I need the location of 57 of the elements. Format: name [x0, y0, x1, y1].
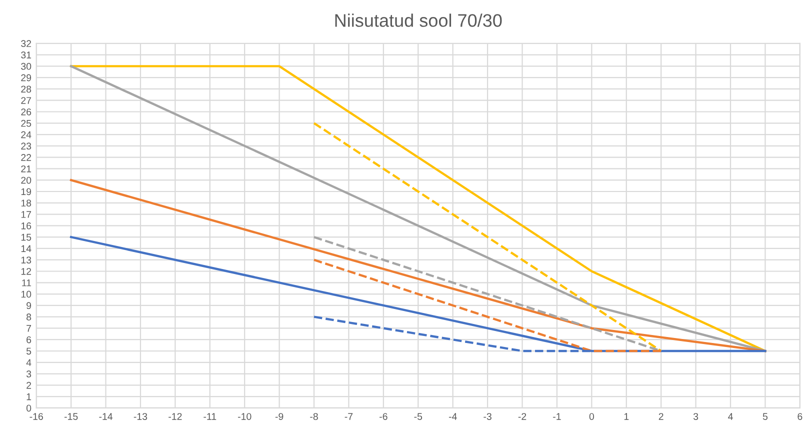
y-tick-label: 11	[22, 279, 32, 286]
y-tick-label: 21	[21, 165, 32, 172]
chart-title: Niisutatud sool 70/30	[335, 14, 502, 27]
x-tick-label: -1	[553, 413, 561, 420]
x-tick-label: -9	[275, 413, 284, 420]
x-tick-label: -2	[518, 413, 526, 420]
x-tick-label: -16	[30, 413, 43, 420]
y-tick-label: 25	[21, 120, 32, 127]
x-tick-label: 0	[589, 413, 594, 420]
y-tick-label: 31	[21, 52, 32, 58]
x-tick-label: -3	[484, 413, 492, 420]
x-tick-label: -8	[310, 413, 318, 420]
y-tick-label: 9	[26, 302, 32, 310]
y-tick-label: 17	[21, 211, 32, 218]
x-tick-label: -5	[414, 413, 422, 420]
x-tick-label: -11	[204, 413, 216, 420]
y-tick-label: 26	[21, 108, 32, 116]
x-tick-label: -12	[168, 413, 182, 420]
x-tick-label: 1	[624, 413, 629, 420]
y-tick-label: 27	[21, 97, 32, 104]
y-tick-label: 6	[26, 336, 32, 344]
x-tick-label: -13	[134, 413, 148, 420]
x-tick-label: 3	[693, 413, 698, 420]
x-tick-label: -14	[99, 413, 113, 420]
y-tick-label: 32	[21, 40, 32, 48]
y-tick-label: 28	[21, 86, 32, 93]
x-tick-label: -15	[64, 413, 78, 420]
y-tick-label: 19	[21, 188, 32, 196]
y-tick-label: 3	[26, 370, 32, 378]
y-tick-label: 0	[26, 404, 32, 412]
y-tick-label: 10	[21, 290, 32, 298]
y-tick-label: 24	[21, 131, 32, 138]
x-tick-label: -6	[380, 413, 388, 420]
y-tick-label: 18	[21, 200, 32, 207]
y-tick-label: 5	[26, 348, 32, 355]
y-tick-label: 14	[21, 245, 32, 252]
y-tick-label: 29	[21, 74, 32, 82]
y-tick-label: 20	[21, 176, 32, 184]
y-tick-label: 8	[26, 314, 32, 320]
y-tick-label: 15	[21, 234, 32, 241]
y-tick-label: 23	[21, 142, 32, 150]
x-tick-label: 2	[658, 413, 664, 420]
y-tick-label: 16	[21, 222, 32, 230]
y-tick-label: 30	[21, 62, 32, 70]
x-tick-label: 6	[798, 413, 802, 420]
x-tick-label: -4	[448, 413, 457, 420]
y-tick-label: 1	[26, 393, 32, 400]
y-tick-label: 7	[26, 325, 32, 332]
y-tick-label: 13	[21, 256, 32, 264]
y-tick-label: 12	[21, 268, 32, 275]
x-tick-label: -7	[344, 413, 353, 420]
y-tick-label: 22	[21, 154, 32, 161]
y-tick-label: 2	[26, 382, 32, 389]
x-tick-label: -10	[238, 413, 252, 420]
x-tick-label: 5	[762, 413, 768, 420]
y-tick-label: 4	[26, 359, 32, 366]
x-tick-label: 4	[728, 413, 733, 420]
